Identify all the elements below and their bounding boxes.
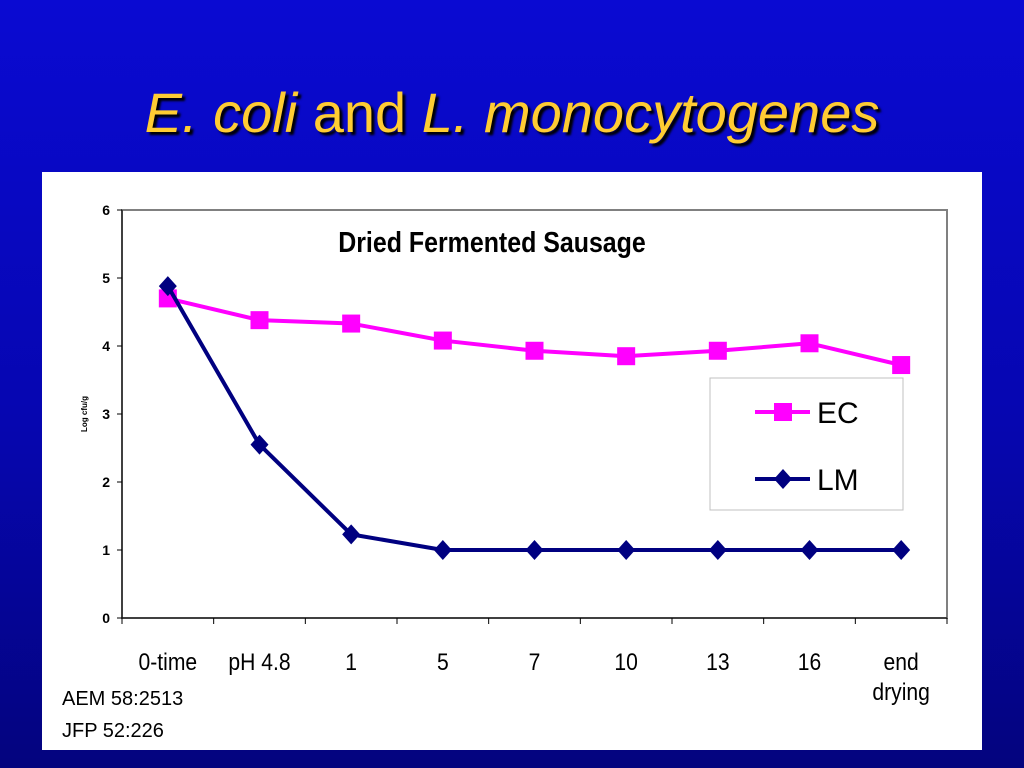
data-point-square (433, 331, 452, 350)
data-point-diamond (250, 434, 269, 455)
series-ec (158, 289, 911, 375)
data-point-diamond (617, 540, 636, 560)
chart-panel: 0 1 2 3 4 5 6 0-time pH 4.8 1 5 7 10 13 16 end drying Log… (42, 172, 982, 750)
x-tick-label: 1 (345, 649, 357, 676)
data-point-diamond (774, 469, 792, 489)
data-point-square (250, 311, 269, 330)
y-tick-label: 1 (102, 542, 110, 558)
data-point-diamond (158, 276, 177, 297)
data-point-square (617, 347, 636, 366)
x-tick-label: 16 (798, 649, 821, 676)
y-tick-label: 4 (102, 338, 110, 354)
data-point-diamond (433, 540, 452, 560)
x-tick-label: 0-time (139, 649, 198, 676)
data-point-diamond (800, 540, 819, 560)
y-tick-label: 5 (102, 270, 110, 286)
legend-label-ec: EC (817, 397, 859, 430)
chart-title: Dried Fermented Sausage (338, 226, 646, 258)
x-tick-label: pH 4.8 (228, 649, 290, 676)
reference-jfp: JFP 52:226 (62, 720, 164, 742)
x-tick-label: end (884, 649, 919, 676)
legend-box (709, 377, 904, 511)
x-tick-label: 13 (706, 649, 729, 676)
x-tick-label: 7 (529, 649, 541, 676)
references: AEM 58:2513 JFP 52:226 (62, 683, 183, 747)
data-point-square (800, 334, 819, 353)
y-tick-label: 2 (102, 474, 110, 490)
series-lm (158, 276, 911, 560)
legend-label-lm: LM (817, 464, 859, 497)
title-and: and (297, 81, 422, 144)
data-point-square (774, 403, 792, 421)
data-point-square (525, 341, 544, 360)
x-tick-label: drying (872, 679, 930, 706)
data-point-diamond (892, 540, 911, 560)
line-chart: 0 1 2 3 4 5 6 0-time pH 4.8 1 5 7 10 13 16 end drying Log… (80, 202, 948, 706)
data-point-square (708, 341, 727, 360)
slide-title: E. coli and L. monocytogenes (0, 80, 1024, 145)
data-point-square (342, 314, 361, 333)
data-point-diamond (342, 524, 361, 545)
x-tick-label: 5 (437, 649, 449, 676)
y-axis-label: Log cfu/g (80, 396, 89, 432)
y-tick-label: 6 (102, 202, 110, 218)
y-tick-label: 0 (102, 610, 110, 626)
y-tick-label: 3 (102, 406, 110, 422)
data-point-diamond (708, 540, 727, 560)
title-ecoli: E. coli (144, 81, 298, 144)
x-tick-label: 10 (614, 649, 637, 676)
data-point-diamond (525, 540, 544, 560)
data-point-square (892, 356, 911, 375)
title-listeria: L. monocytogenes (421, 81, 880, 144)
reference-aem: AEM 58:2513 (62, 688, 184, 710)
